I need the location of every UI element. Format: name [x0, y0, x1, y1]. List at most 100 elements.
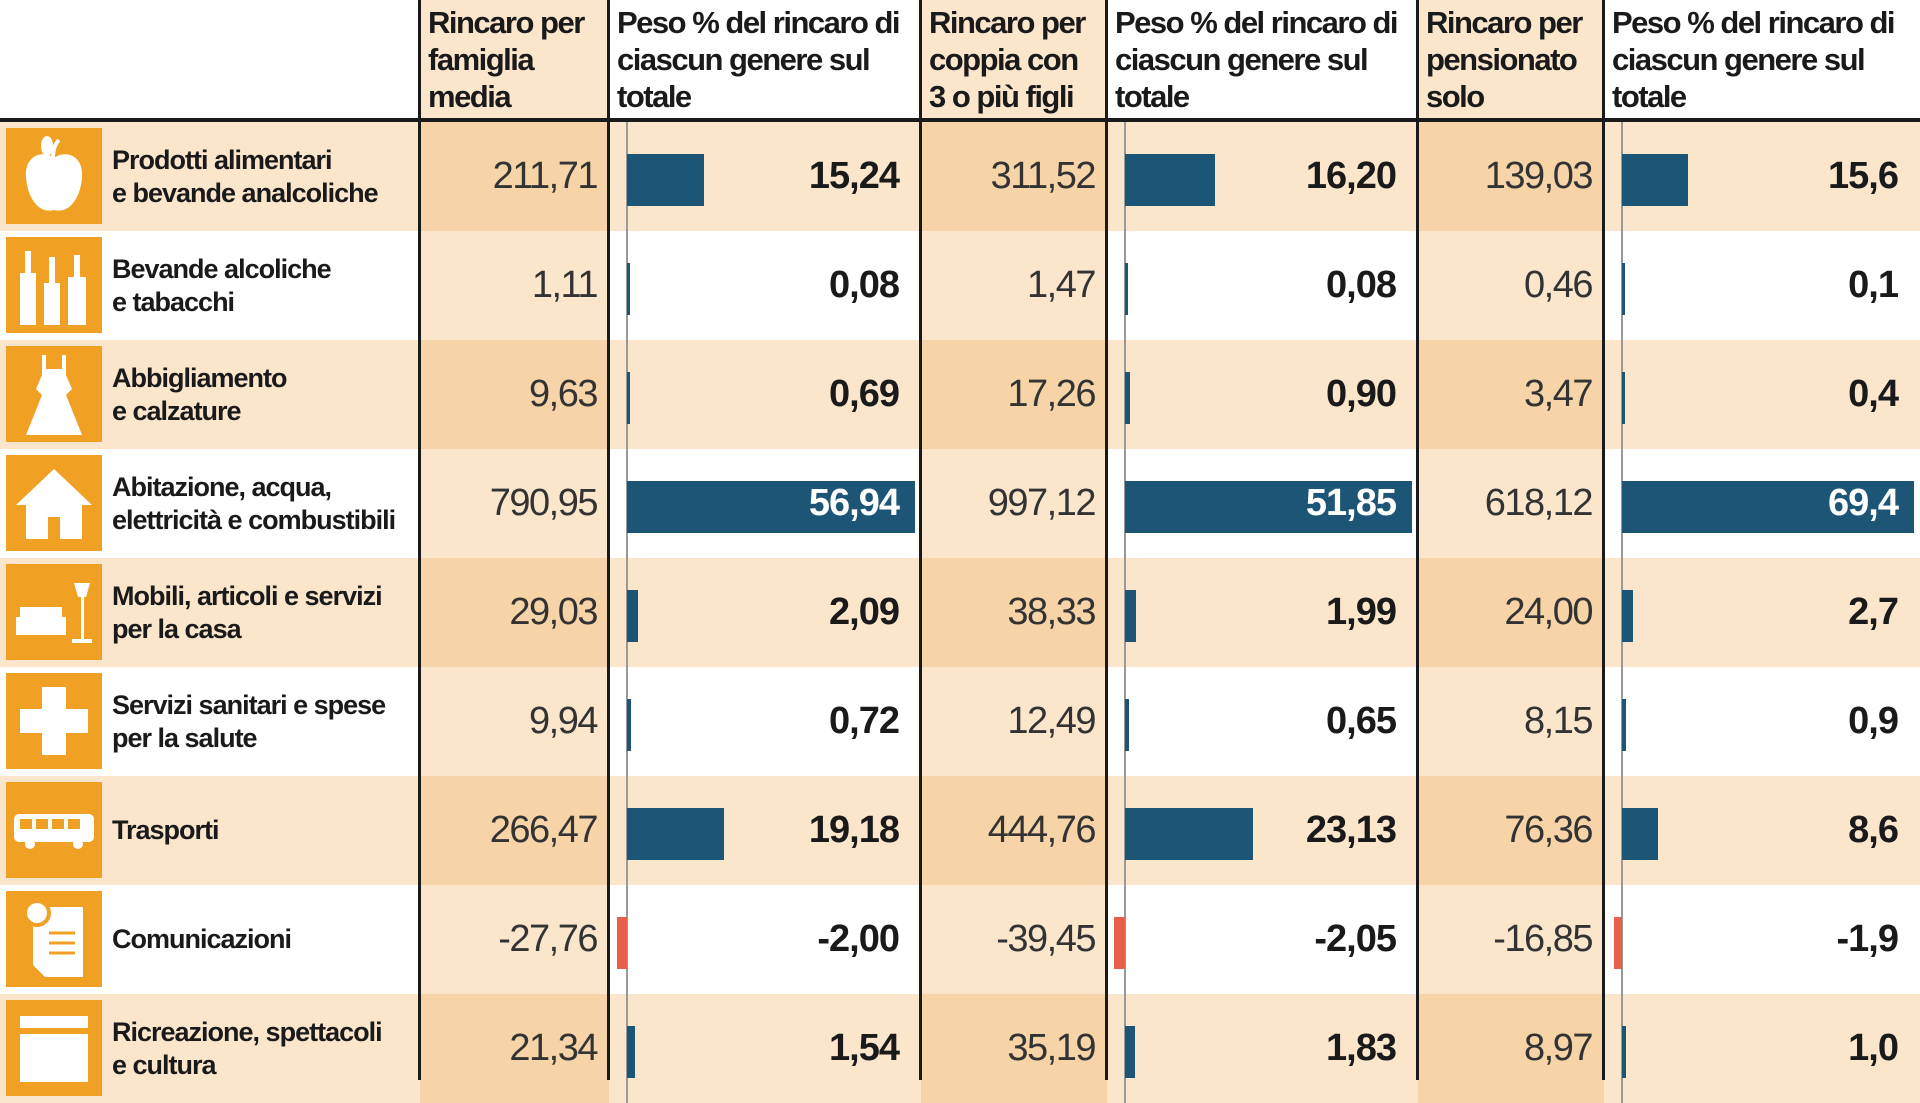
rincaro-cell: 35,19 — [921, 994, 1107, 1103]
clapperboard-icon — [6, 1000, 102, 1096]
peso-bar — [627, 154, 705, 206]
rincaro-value: 0,46 — [1524, 264, 1593, 306]
rincaro-cell: 790,95 — [420, 449, 609, 558]
header-peso-pensionato: Peso % del rincaro di ciascun genere sul… — [1612, 5, 1896, 114]
peso-value: 0,4 — [1848, 373, 1899, 415]
rincaro-cell: 997,12 — [921, 449, 1107, 558]
rincaro-value: 266,47 — [489, 809, 599, 851]
apple-icon — [6, 128, 102, 224]
rincaro-value: 139,03 — [1484, 155, 1594, 197]
table-row: Trasporti 266,47 19,18 444,76 23,13 76,36 8… — [0, 776, 1920, 885]
peso-cell: 1,99 — [1107, 558, 1418, 667]
peso-value: -1,9 — [1836, 918, 1899, 960]
rincaro-value: 9,63 — [529, 373, 598, 415]
house-icon — [6, 455, 102, 551]
column-divider — [607, 0, 610, 1080]
peso-cell: 0,08 — [609, 231, 921, 340]
peso-cell: 0,08 — [1107, 231, 1418, 340]
table-row: Prodotti alimentari e bevande analcolich… — [0, 122, 1920, 231]
peso-cell: 0,90 — [1107, 340, 1418, 449]
rincaro-cell: 1,11 — [420, 231, 609, 340]
rincaro-value: -27,76 — [498, 918, 598, 960]
column-divider — [1416, 0, 1419, 1080]
table-header: Rincaro per famiglia media Peso % del ri… — [0, 0, 1920, 122]
bar-axis — [1124, 885, 1126, 994]
category-label: Bevande alcoliche e tabacchi — [112, 253, 332, 317]
bar-axis — [626, 885, 628, 994]
rincaro-cell: -39,45 — [921, 885, 1107, 994]
column-divider — [919, 0, 922, 1080]
peso-value: 2,7 — [1848, 591, 1899, 633]
peso-cell: 23,13 — [1107, 776, 1418, 885]
rincaro-value: 12,49 — [1007, 700, 1096, 742]
peso-cell: 8,6 — [1604, 776, 1920, 885]
peso-value: -2,05 — [1314, 918, 1397, 960]
rincaro-cell: 24,00 — [1418, 558, 1604, 667]
bottles-icon — [6, 237, 102, 333]
peso-cell: -2,00 — [609, 885, 921, 994]
bar-axis — [1621, 885, 1623, 994]
peso-cell: 1,54 — [609, 994, 921, 1103]
peso-cell: 56,94 — [609, 449, 921, 558]
peso-cell: 0,69 — [609, 340, 921, 449]
category-label: Comunicazioni — [112, 924, 292, 954]
peso-bar — [1125, 481, 1412, 533]
category-label: Servizi sanitari e spese per la salute — [112, 689, 386, 753]
peso-value: 0,08 — [1326, 264, 1397, 306]
peso-value: 1,0 — [1848, 1027, 1899, 1069]
category-label: Trasporti — [112, 815, 220, 845]
peso-bar — [616, 917, 627, 969]
peso-value: 51,85 — [1305, 482, 1397, 524]
rincaro-value: 1,11 — [531, 264, 599, 306]
rincaro-value: 790,95 — [489, 482, 599, 524]
peso-cell: 0,4 — [1604, 340, 1920, 449]
rincaro-value: 444,76 — [987, 809, 1097, 851]
rincaro-cell: -16,85 — [1418, 885, 1604, 994]
rincaro-cell: 8,15 — [1418, 667, 1604, 776]
header-peso-famiglia: Peso % del rincaro di ciascun genere sul… — [617, 5, 901, 114]
rincaro-value: 997,12 — [987, 482, 1097, 524]
peso-bar — [1125, 590, 1136, 642]
rincaro-value: 21,34 — [509, 1027, 598, 1069]
rincaro-value: 29,03 — [509, 591, 598, 633]
peso-value: 0,90 — [1326, 373, 1397, 415]
rincaro-cell: 38,33 — [921, 558, 1107, 667]
peso-bar — [627, 1026, 635, 1078]
peso-cell: -1,9 — [1604, 885, 1920, 994]
peso-bar — [627, 372, 631, 424]
peso-value: 16,20 — [1305, 155, 1397, 197]
peso-value: 56,94 — [808, 482, 900, 524]
rincaro-cell: 3,47 — [1418, 340, 1604, 449]
rincaro-cell: 9,94 — [420, 667, 609, 776]
peso-value: 15,6 — [1828, 155, 1899, 197]
rincaro-cell: 444,76 — [921, 776, 1107, 885]
peso-cell: 0,72 — [609, 667, 921, 776]
column-divider — [1105, 0, 1108, 1080]
peso-bar — [627, 590, 638, 642]
peso-cell: 2,09 — [609, 558, 921, 667]
peso-bar — [627, 481, 915, 533]
rincaro-cell: 618,12 — [1418, 449, 1604, 558]
rincaro-cell: 1,47 — [921, 231, 1107, 340]
peso-value: 1,83 — [1326, 1027, 1397, 1069]
rincaro-value: -16,85 — [1493, 918, 1593, 960]
rincaro-value: 76,36 — [1504, 809, 1593, 851]
rincaro-cell: -27,76 — [420, 885, 609, 994]
category-label: Mobili, articoli e servizi per la casa — [112, 580, 383, 644]
column-divider — [1602, 0, 1605, 1080]
peso-bar — [1113, 917, 1125, 969]
peso-value: 8,6 — [1848, 809, 1899, 851]
rincaro-value: 9,94 — [529, 700, 598, 742]
header-peso-coppia: Peso % del rincaro di ciascun genere sul… — [1115, 5, 1399, 114]
peso-bar — [1622, 481, 1914, 533]
peso-bar — [1622, 590, 1634, 642]
rincaro-value: 618,12 — [1484, 482, 1594, 524]
peso-cell: 15,6 — [1604, 122, 1920, 231]
peso-bar — [1614, 917, 1622, 969]
peso-value: 1,99 — [1326, 591, 1397, 633]
rincaro-value: 1,47 — [1027, 264, 1096, 306]
rincaro-value: -39,45 — [996, 918, 1096, 960]
header-rincaro-coppia: Rincaro per coppia con 3 o più figli — [921, 0, 1107, 118]
peso-cell: 1,0 — [1604, 994, 1920, 1103]
column-divider — [418, 0, 421, 1080]
